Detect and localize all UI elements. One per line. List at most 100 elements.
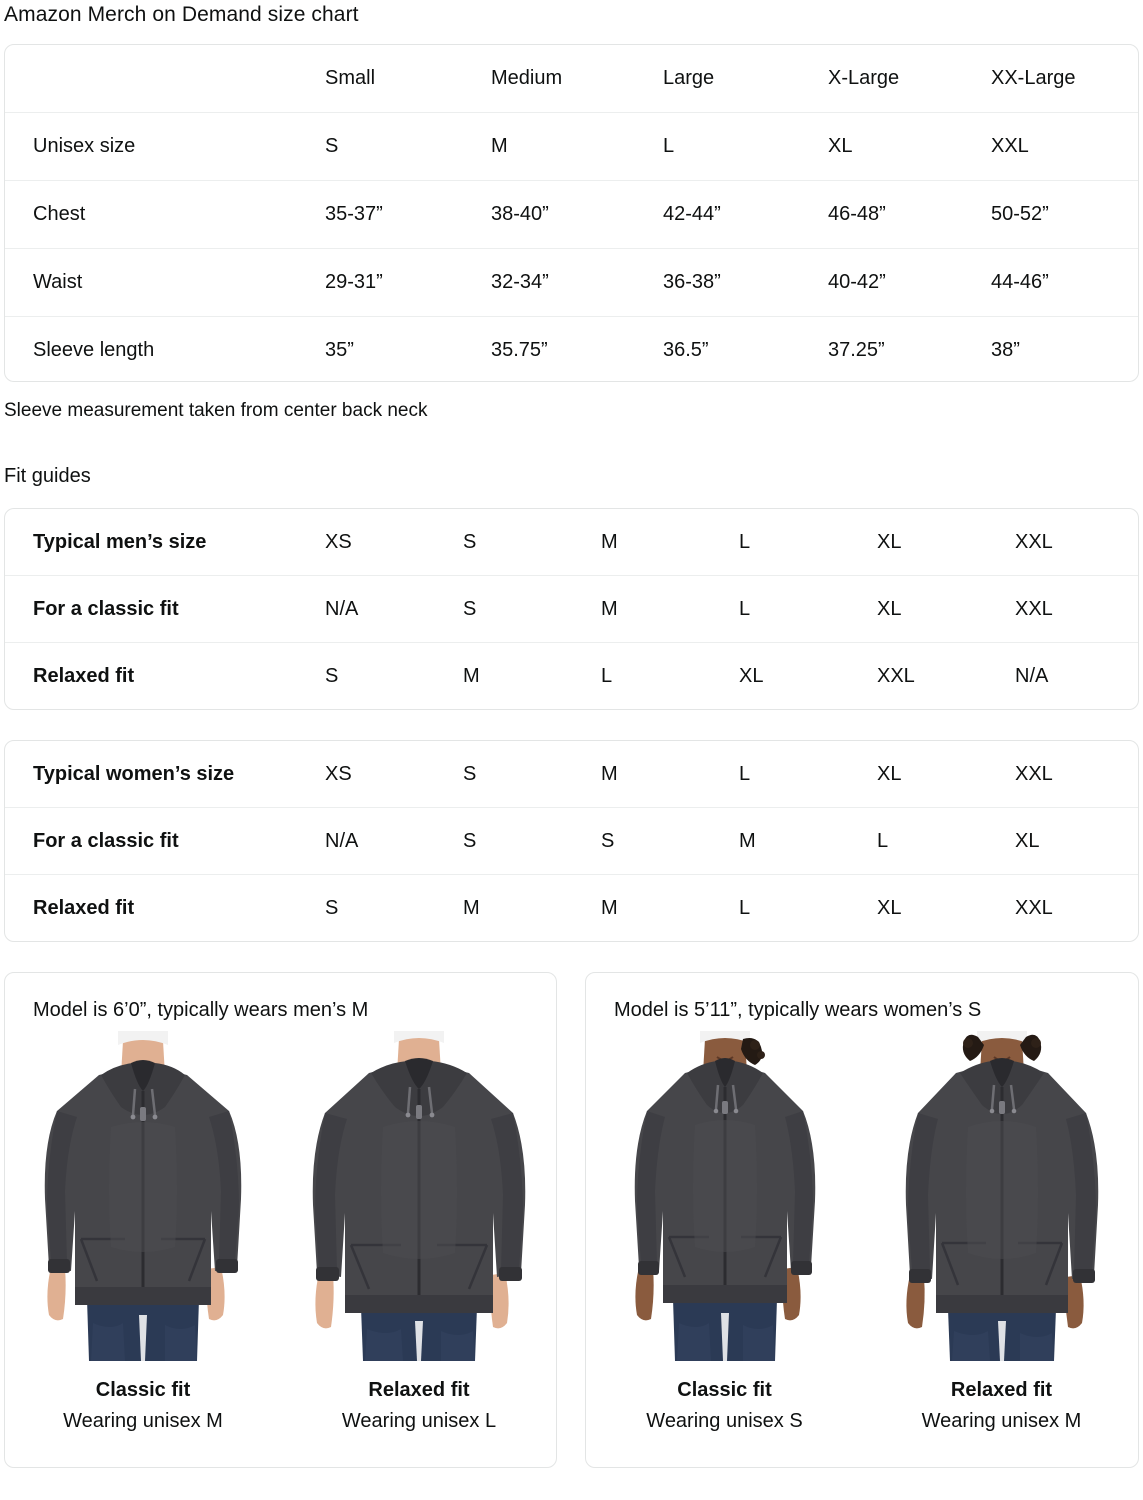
table-cell: 29-31” — [325, 248, 491, 317]
table-cell: S — [463, 807, 601, 875]
size-chart-table: Small Medium Large X-Large XX-Large Unis… — [5, 45, 1138, 381]
table-row: Typical men’s size XS S M L XL XXL — [5, 509, 1138, 576]
table-cell: L — [877, 807, 1015, 875]
table-cell: 36-38” — [663, 248, 828, 317]
mens-model-photos: Classic fit Wearing unisex M — [5, 1031, 556, 1433]
male-relaxed-fit-illustration — [291, 1031, 547, 1361]
table-cell: M — [601, 575, 739, 643]
page-title: Amazon Merch on Demand size chart — [4, 3, 359, 26]
row-label-typical-mens-size: Typical men’s size — [33, 530, 207, 553]
table-cell: XXL — [1015, 575, 1138, 643]
row-label-unisex-size: Unisex size — [5, 112, 325, 181]
table-cell: 36.5” — [663, 316, 828, 381]
mens-fit-guide-table: Typical men’s size XS S M L XL XXL For a… — [5, 509, 1138, 709]
table-row: For a classic fit N/A S M L XL XXL — [5, 575, 1138, 643]
womens-classic-fit-wearing: Wearing unisex S — [646, 1410, 803, 1432]
table-row: Unisex size S M L XL XXL — [5, 112, 1138, 181]
row-label-sleeve-length: Sleeve length — [5, 316, 325, 381]
column-header-small: Small — [325, 67, 376, 89]
womens-fit-guide-card: Typical women’s size XS S M L XL XXL For… — [4, 740, 1139, 942]
row-label-womens-classic-fit: For a classic fit — [5, 807, 325, 875]
table-cell: S — [463, 530, 477, 553]
table-cell: L — [601, 642, 739, 709]
womens-classic-fit-photo-column: Classic fit Wearing unisex S — [586, 1031, 863, 1433]
fit-guides-title: Fit guides — [4, 465, 91, 487]
table-cell: 38” — [991, 316, 1138, 381]
row-label-waist: Waist — [5, 248, 325, 317]
womens-relaxed-fit-wearing: Wearing unisex M — [921, 1410, 1082, 1432]
table-cell: 35.75” — [491, 316, 663, 381]
mens-classic-fit-caption: Classic fit — [95, 1379, 191, 1401]
womens-model-panel: Model is 5’11”, typically wears women’s … — [585, 972, 1139, 1468]
table-cell: 44-46” — [991, 248, 1138, 317]
table-cell: S — [325, 874, 463, 941]
row-label-chest: Chest — [5, 180, 325, 249]
mens-classic-fit-wearing: Wearing unisex M — [63, 1410, 223, 1432]
table-cell: S — [463, 575, 601, 643]
size-chart-header-row: Small Medium Large X-Large XX-Large — [5, 45, 1138, 113]
table-cell: N/A — [325, 575, 463, 643]
table-cell: XL — [877, 575, 1015, 643]
table-cell: 40-42” — [828, 248, 991, 317]
table-cell: N/A — [1015, 642, 1138, 709]
table-cell: XXL — [1015, 762, 1053, 785]
mens-relaxed-fit-wearing: Wearing unisex L — [341, 1410, 497, 1432]
female-model-classic-fit-photo — [604, 1031, 845, 1361]
mens-model-heading: Model is 6’0”, typically wears men’s M — [33, 999, 369, 1021]
sleeve-measurement-note: Sleeve measurement taken from center bac… — [4, 400, 428, 421]
table-cell: XS — [325, 530, 352, 553]
size-chart-corner-cell — [5, 45, 325, 113]
table-cell: M — [463, 642, 601, 709]
table-row: Waist 29-31” 32-34” 36-38” 40-42” 44-46” — [5, 248, 1138, 317]
table-cell: L — [739, 762, 751, 785]
size-chart-card: Small Medium Large X-Large XX-Large Unis… — [4, 44, 1139, 382]
row-label-womens-relaxed-fit: Relaxed fit — [5, 874, 325, 941]
table-cell: M — [491, 112, 663, 181]
male-classic-fit-illustration — [15, 1031, 271, 1361]
table-cell: M — [601, 530, 618, 553]
mens-classic-fit-photo-column: Classic fit Wearing unisex M — [5, 1031, 281, 1433]
table-cell: L — [739, 874, 877, 941]
female-relaxed-fit-illustration — [881, 1031, 1122, 1361]
table-cell: L — [739, 575, 877, 643]
female-classic-fit-illustration — [604, 1031, 845, 1361]
table-cell: M — [739, 807, 877, 875]
table-cell: N/A — [325, 807, 463, 875]
table-cell: XXL — [1015, 874, 1138, 941]
row-label-typical-womens-size: Typical women’s size — [33, 762, 235, 785]
column-header-large: Large — [663, 67, 715, 89]
womens-model-heading: Model is 5’11”, typically wears women’s … — [614, 999, 982, 1021]
table-cell: 46-48” — [828, 180, 991, 249]
womens-relaxed-fit-caption: Relaxed fit — [950, 1379, 1053, 1401]
table-cell: XS — [325, 762, 352, 785]
womens-fit-guide-table: Typical women’s size XS S M L XL XXL For… — [5, 741, 1138, 941]
table-cell: 35-37” — [325, 180, 491, 249]
male-model-relaxed-fit-photo — [291, 1031, 547, 1361]
table-cell: L — [663, 112, 828, 181]
table-cell: M — [463, 874, 601, 941]
table-cell: L — [739, 530, 751, 553]
table-row: Relaxed fit S M L XL XXL N/A — [5, 642, 1138, 709]
table-cell: S — [325, 642, 463, 709]
table-cell: S — [463, 762, 477, 785]
mens-relaxed-fit-caption: Relaxed fit — [368, 1379, 470, 1401]
table-cell: 38-40” — [491, 180, 663, 249]
mens-model-panel: Model is 6’0”, typically wears men’s M — [4, 972, 557, 1468]
mens-fit-guide-card: Typical men’s size XS S M L XL XXL For a… — [4, 508, 1139, 710]
table-cell: XL — [877, 874, 1015, 941]
table-row: Typical women’s size XS S M L XL XXL — [5, 741, 1138, 808]
row-label-mens-relaxed-fit: Relaxed fit — [5, 642, 325, 709]
table-cell: XL — [877, 530, 902, 553]
table-cell: 50-52” — [991, 180, 1138, 249]
table-cell: XL — [828, 112, 991, 181]
female-model-relaxed-fit-photo — [881, 1031, 1122, 1361]
row-label-mens-classic-fit: For a classic fit — [5, 575, 325, 643]
table-cell: 42-44” — [663, 180, 828, 249]
table-cell: S — [601, 807, 739, 875]
table-cell: XL — [1015, 807, 1138, 875]
table-cell: 35” — [325, 316, 491, 381]
table-cell: XL — [739, 642, 877, 709]
table-row: Relaxed fit S M M L XL XXL — [5, 874, 1138, 941]
table-row: For a classic fit N/A S S M L XL — [5, 807, 1138, 875]
